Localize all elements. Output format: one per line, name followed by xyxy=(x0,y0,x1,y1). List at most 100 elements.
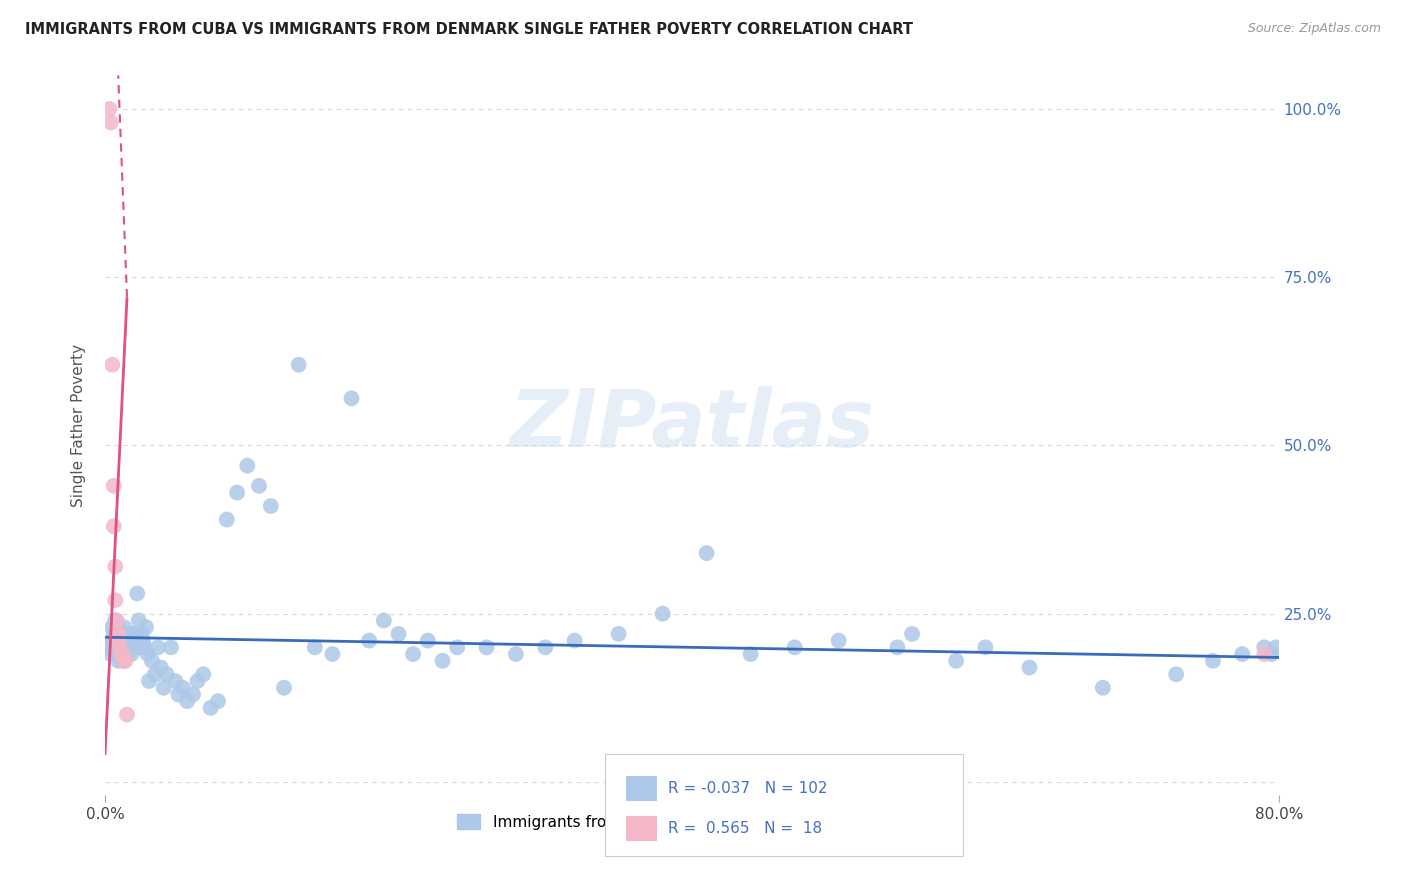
Point xyxy=(115,707,138,722)
Point xyxy=(176,694,198,708)
Point xyxy=(135,620,157,634)
Point xyxy=(100,647,122,661)
Point xyxy=(115,633,138,648)
Point xyxy=(104,647,127,661)
Text: R = -0.037   N = 102: R = -0.037 N = 102 xyxy=(668,780,827,796)
Point xyxy=(247,479,270,493)
Point xyxy=(117,640,139,655)
Point xyxy=(104,633,127,648)
Point xyxy=(740,647,762,661)
Point xyxy=(607,627,630,641)
Point xyxy=(696,546,718,560)
Point xyxy=(416,633,439,648)
Text: Source: ZipAtlas.com: Source: ZipAtlas.com xyxy=(1247,22,1381,36)
Point xyxy=(107,654,129,668)
Point xyxy=(1265,640,1288,655)
Point xyxy=(207,694,229,708)
Point xyxy=(112,620,135,634)
Point xyxy=(1260,647,1282,661)
Point xyxy=(108,627,131,641)
Point xyxy=(104,614,127,628)
Point xyxy=(160,640,183,655)
Point xyxy=(103,479,125,493)
Point xyxy=(112,654,135,668)
Y-axis label: Single Father Poverty: Single Father Poverty xyxy=(72,343,86,507)
Point xyxy=(101,633,124,648)
Point xyxy=(1253,647,1275,661)
Point xyxy=(114,640,136,655)
Point xyxy=(108,640,131,655)
Point xyxy=(128,614,150,628)
Text: ZIPatlas: ZIPatlas xyxy=(509,386,875,464)
Point xyxy=(101,358,124,372)
Point xyxy=(446,640,468,655)
Point xyxy=(118,633,141,648)
Point xyxy=(200,701,222,715)
Point xyxy=(273,681,295,695)
Point xyxy=(120,647,142,661)
Point xyxy=(107,633,129,648)
Point xyxy=(103,627,125,641)
Point xyxy=(783,640,806,655)
Point xyxy=(226,485,249,500)
Point xyxy=(886,640,908,655)
Point xyxy=(110,633,132,648)
Point xyxy=(110,647,132,661)
Point xyxy=(103,640,125,655)
Point xyxy=(146,640,169,655)
Point xyxy=(108,647,131,661)
Point xyxy=(236,458,259,473)
Point xyxy=(564,633,586,648)
Point xyxy=(111,640,134,655)
Point xyxy=(1202,654,1225,668)
Point xyxy=(111,627,134,641)
Point xyxy=(112,633,135,648)
Point xyxy=(505,647,527,661)
Point xyxy=(287,358,309,372)
Point xyxy=(974,640,997,655)
Point xyxy=(901,627,924,641)
Point xyxy=(100,115,122,129)
Point xyxy=(143,667,166,681)
Point xyxy=(131,627,153,641)
Point xyxy=(945,654,967,668)
Point xyxy=(108,640,131,655)
Point xyxy=(101,620,124,634)
Point xyxy=(134,640,156,655)
Point xyxy=(114,654,136,668)
Point xyxy=(387,627,409,641)
Point xyxy=(125,627,148,641)
Point xyxy=(98,102,121,116)
Point xyxy=(304,640,326,655)
Point xyxy=(141,654,163,668)
Point xyxy=(1253,640,1275,655)
Point xyxy=(98,640,121,655)
Point xyxy=(124,640,146,655)
Point xyxy=(402,647,425,661)
Point xyxy=(107,627,129,641)
Point xyxy=(1018,660,1040,674)
Point xyxy=(260,499,283,513)
Point xyxy=(124,633,146,648)
Point xyxy=(152,681,174,695)
Point xyxy=(105,640,128,655)
Text: IMMIGRANTS FROM CUBA VS IMMIGRANTS FROM DENMARK SINGLE FATHER POVERTY CORRELATIO: IMMIGRANTS FROM CUBA VS IMMIGRANTS FROM … xyxy=(25,22,914,37)
Point xyxy=(118,640,141,655)
Point xyxy=(112,647,135,661)
Point xyxy=(107,633,129,648)
Text: R =  0.565   N =  18: R = 0.565 N = 18 xyxy=(668,821,823,836)
Point xyxy=(186,673,208,688)
Point xyxy=(165,673,187,688)
Point xyxy=(1232,647,1254,661)
Point xyxy=(193,667,215,681)
Point xyxy=(156,667,179,681)
Point xyxy=(110,640,132,655)
Point xyxy=(181,688,204,702)
Point xyxy=(475,640,498,655)
Point xyxy=(149,660,172,674)
Point xyxy=(104,593,127,607)
Point xyxy=(111,654,134,668)
Point xyxy=(105,614,128,628)
Point xyxy=(340,392,363,406)
Legend: Immigrants from Cuba, Immigrants from Denmark: Immigrants from Cuba, Immigrants from De… xyxy=(451,807,932,836)
